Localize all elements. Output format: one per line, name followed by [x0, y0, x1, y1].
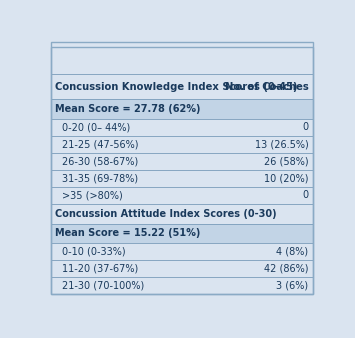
Bar — [51, 204, 313, 223]
Bar — [51, 41, 313, 74]
Text: 10 (20%): 10 (20%) — [264, 173, 308, 184]
Bar — [51, 119, 313, 136]
Bar — [51, 260, 313, 277]
Bar — [51, 243, 313, 260]
Text: 3 (6%): 3 (6%) — [277, 281, 308, 291]
Bar — [51, 153, 313, 170]
Bar — [51, 187, 313, 204]
Text: 0: 0 — [302, 122, 308, 132]
Text: 26 (58%): 26 (58%) — [264, 156, 308, 166]
Text: 0: 0 — [302, 190, 308, 200]
Text: Concussion Knowledge Index Scores (0-45): Concussion Knowledge Index Scores (0-45) — [55, 82, 298, 92]
Text: 11-20 (37-67%): 11-20 (37-67%) — [62, 264, 138, 274]
Text: 0-10 (0-33%): 0-10 (0-33%) — [62, 247, 126, 257]
Bar — [51, 223, 313, 243]
Bar — [51, 136, 313, 153]
Text: 26-30 (58-67%): 26-30 (58-67%) — [62, 156, 138, 166]
Text: 21-30 (70-100%): 21-30 (70-100%) — [62, 281, 144, 291]
Bar — [51, 99, 313, 119]
Text: Mean Score = 15.22 (51%): Mean Score = 15.22 (51%) — [55, 228, 201, 238]
Text: 31-35 (69-78%): 31-35 (69-78%) — [62, 173, 138, 184]
Bar — [51, 277, 313, 294]
Text: 0-20 (0– 44%): 0-20 (0– 44%) — [62, 122, 131, 132]
Text: 4 (8%): 4 (8%) — [277, 247, 308, 257]
Text: 21-25 (47-56%): 21-25 (47-56%) — [62, 139, 139, 149]
Text: Mean Score = 27.78 (62%): Mean Score = 27.78 (62%) — [55, 104, 201, 114]
Text: No. of Coaches: No. of Coaches — [225, 82, 308, 92]
Text: Concussion Attitude Index Scores (0-30): Concussion Attitude Index Scores (0-30) — [55, 209, 277, 219]
Text: >35 (>80%): >35 (>80%) — [62, 190, 123, 200]
Bar — [51, 74, 313, 99]
Text: 13 (26.5%): 13 (26.5%) — [255, 139, 308, 149]
Bar — [51, 170, 313, 187]
Text: 42 (86%): 42 (86%) — [264, 264, 308, 274]
